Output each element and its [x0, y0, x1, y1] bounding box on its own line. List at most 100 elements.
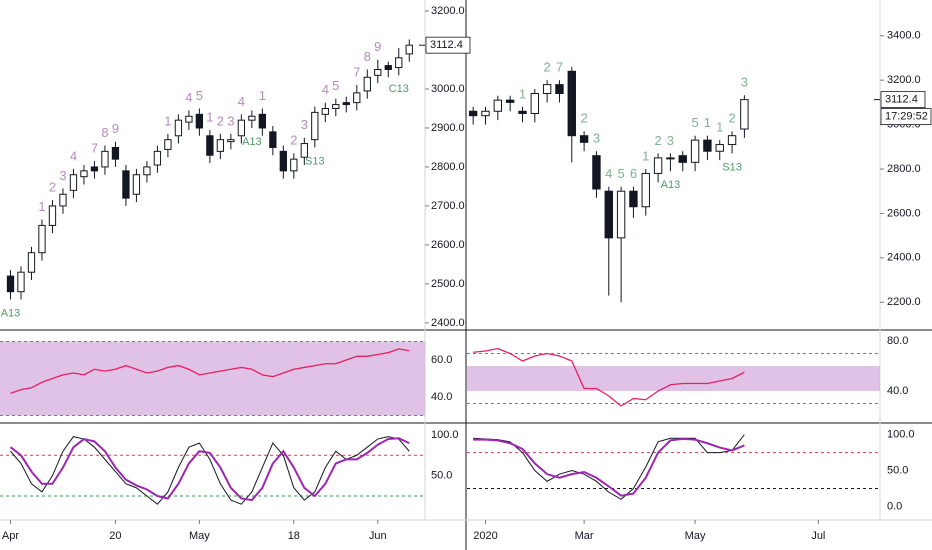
stoch-tick-label: 100.0 [887, 429, 915, 441]
setup-count: 1 [38, 199, 45, 214]
candle-body [505, 99, 515, 103]
candle-body [164, 139, 172, 150]
candle-body [227, 139, 235, 143]
countdown-box [880, 108, 932, 126]
stoch-tick-label: 0.0 [887, 500, 902, 512]
candle-body [258, 113, 266, 129]
candle-body [69, 174, 78, 191]
candle-body [353, 92, 361, 104]
candle-body [38, 224, 46, 254]
y-tick-label: 2200.0 [887, 296, 921, 308]
candle-body [604, 190, 613, 239]
stoch-line [473, 437, 745, 497]
candle-body [579, 135, 589, 143]
candle-body [653, 157, 663, 174]
setup-count: 5 [332, 78, 339, 93]
candle-body [641, 172, 650, 208]
x-tick-label: Jul [811, 530, 825, 542]
countdown-label: A13 [661, 179, 681, 191]
candle-body [395, 57, 403, 69]
y-tick-label: 2600.0 [887, 207, 921, 219]
y-tick-label: 3200.0 [431, 5, 465, 17]
candle-body [493, 99, 503, 112]
candle-body [311, 111, 319, 141]
y-tick-label: 2700.0 [431, 200, 465, 212]
candle-body [237, 119, 246, 137]
candle-body [703, 139, 712, 152]
candle-body [269, 131, 277, 148]
countdown-label: S13 [722, 161, 742, 173]
candle-body [90, 166, 99, 172]
setup-count: 2 [728, 111, 735, 126]
stoch-tick-label: 50.0 [887, 464, 908, 476]
countdown-label: C13 [389, 83, 409, 95]
candle-body [59, 193, 67, 207]
candle-body [279, 150, 287, 172]
rsi-tick-label: 80.0 [887, 335, 908, 347]
stoch-line [473, 434, 745, 500]
setup-count: 2 [217, 113, 224, 128]
candle-body [206, 135, 214, 156]
x-tick-label: Mar [575, 530, 594, 542]
candle-body [555, 84, 564, 94]
setup-count: 5 [617, 166, 624, 181]
candle-body [216, 139, 225, 152]
candle-body [290, 158, 298, 172]
y-tick-label: 2500.0 [431, 278, 465, 290]
setup-count: 5 [691, 115, 698, 130]
candle-body [48, 205, 57, 226]
countdown-label: 17:29:52 [885, 111, 928, 123]
setup-count: 1 [704, 115, 711, 130]
setup-count: 4 [605, 166, 612, 181]
candle-body [195, 113, 204, 129]
candle-body [363, 76, 371, 92]
candle-body [629, 190, 638, 208]
countdown-label: S13 [305, 155, 325, 167]
candle-body [518, 110, 527, 114]
setup-count: 1 [519, 86, 526, 101]
candle-body [17, 271, 25, 293]
candle-body [727, 135, 737, 146]
stoch-line [10, 436, 410, 505]
setup-count: 4 [238, 94, 245, 109]
candle-body [143, 166, 151, 176]
candle-body [481, 110, 490, 117]
x-tick-label: 18 [288, 530, 300, 542]
candle-body [715, 144, 724, 152]
setup-count: 3 [667, 133, 674, 148]
setup-count: 1 [716, 120, 723, 135]
y-tick-label: 2400.0 [887, 252, 921, 264]
y-tick-label: 2900.0 [431, 122, 465, 134]
rsi-band [0, 341, 425, 416]
candle-body [616, 190, 626, 239]
x-tick-label: Apr [2, 530, 19, 542]
y-tick-label: 3400.0 [887, 30, 921, 42]
candle-body [666, 157, 675, 160]
candle-body [530, 92, 540, 114]
x-tick-label: 20 [109, 530, 121, 542]
candle-body [592, 155, 601, 190]
candle-body [132, 174, 141, 195]
candle-body [542, 84, 552, 94]
setup-count: 3 [59, 168, 66, 183]
last-price-box [880, 91, 926, 109]
candle-body [153, 150, 162, 166]
setup-count: 2 [581, 111, 588, 126]
candle-body [300, 143, 308, 158]
setup-count: 3 [301, 117, 308, 132]
y-tick-label: 2600.0 [431, 239, 465, 251]
countdown-label: A13 [1, 307, 21, 319]
last-price-label: 3112.4 [885, 94, 918, 106]
countdown-label: A13 [242, 136, 262, 148]
rsi-tick-label: 60.0 [431, 354, 452, 366]
candle-body [567, 70, 576, 137]
setup-count: 3 [741, 75, 748, 90]
x-tick-label: 2020 [473, 530, 497, 542]
setup-count: 1 [206, 109, 213, 124]
candle-body [468, 110, 478, 117]
x-tick-label: May [189, 530, 210, 542]
setup-count: 8 [101, 125, 108, 140]
setup-count: 1 [164, 113, 171, 128]
setup-count: 2 [290, 133, 297, 148]
rsi-tick-label: 40.0 [431, 391, 452, 403]
